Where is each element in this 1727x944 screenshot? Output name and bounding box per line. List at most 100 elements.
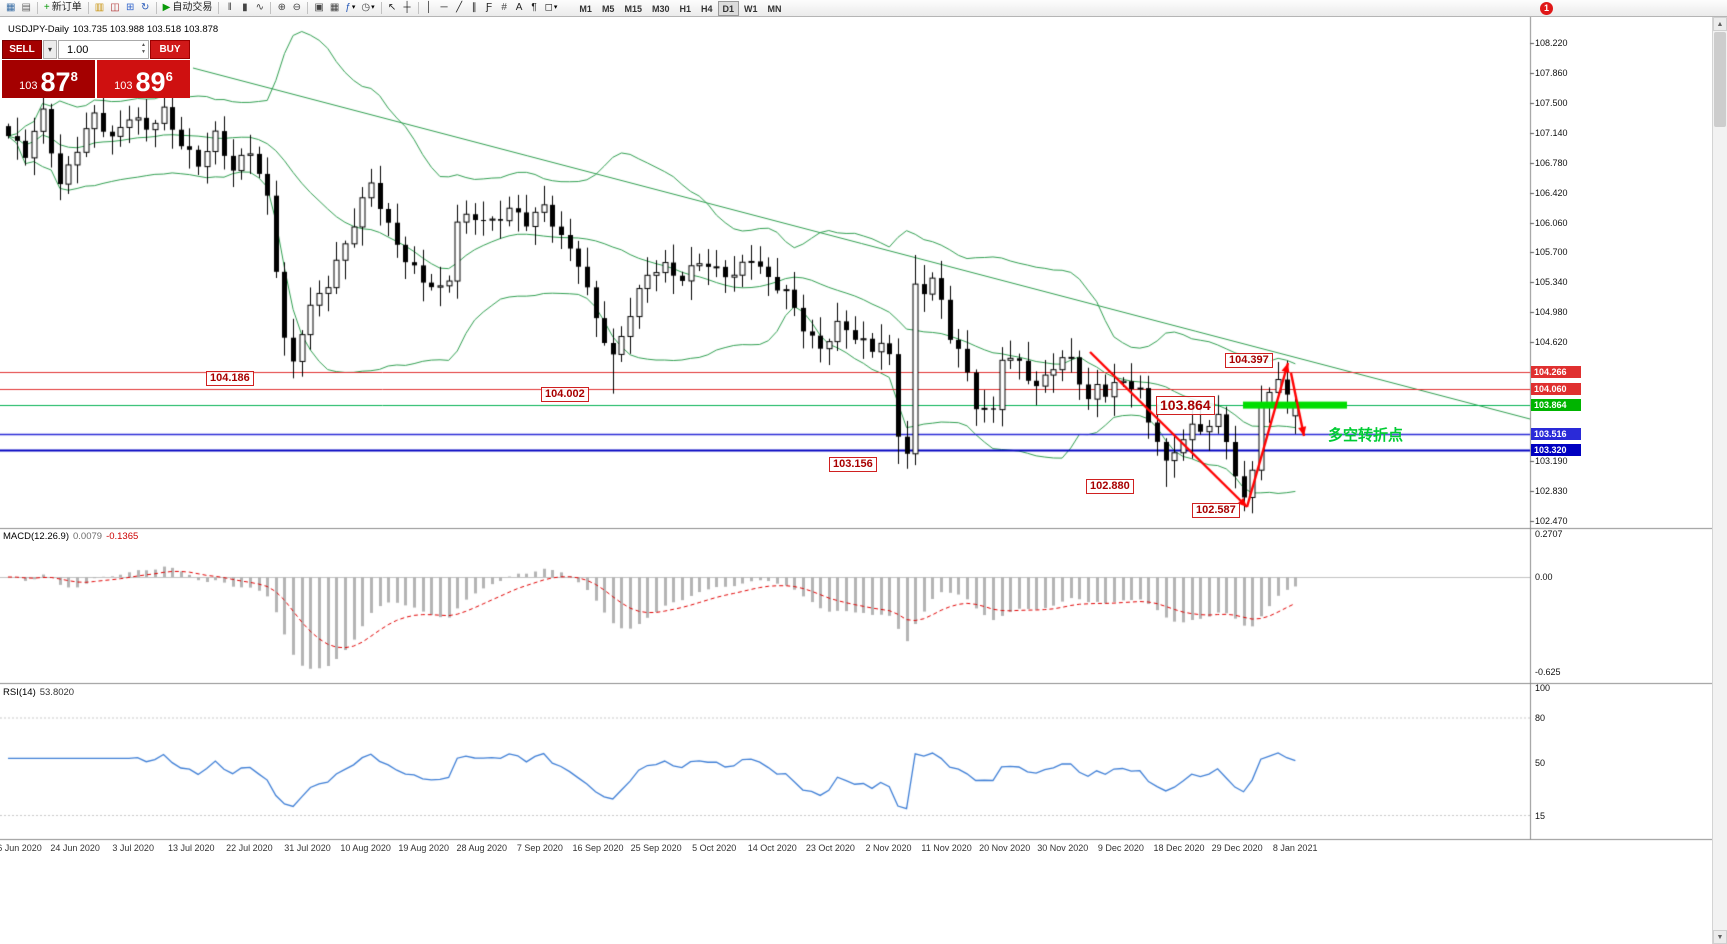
price-chart-canvas[interactable] bbox=[0, 17, 1712, 944]
text-button[interactable]: A bbox=[512, 1, 527, 16]
date-axis-label: 20 Nov 2020 bbox=[979, 843, 1031, 853]
macd-axis-label: 0.00 bbox=[1535, 572, 1553, 582]
zoom-in-button[interactable]: ⊕ bbox=[274, 1, 289, 16]
indicators-dropdown-arrow[interactable]: ▾ bbox=[351, 4, 356, 11]
volume-field[interactable]: 1.00 ▲ ▼ bbox=[58, 40, 149, 59]
rsi-axis-label: 50 bbox=[1535, 758, 1546, 768]
timeframe-m1-button[interactable]: M1 bbox=[579, 3, 592, 14]
indicators-button[interactable]: ƒ ▾ bbox=[342, 1, 358, 16]
toolbar-separator bbox=[307, 2, 309, 14]
date-axis-label: 19 Aug 2020 bbox=[398, 843, 449, 853]
candlestick-chart-button[interactable]: ▮ bbox=[237, 1, 252, 16]
timeframe-h4-button[interactable]: H4 bbox=[701, 3, 713, 14]
scrollbar-thumb[interactable] bbox=[1714, 32, 1726, 127]
zoom-out-button[interactable]: ⊖ bbox=[289, 1, 304, 16]
date-axis-label: 24 Jun 2020 bbox=[50, 843, 100, 853]
line-chart-button[interactable]: ∿ bbox=[252, 1, 267, 16]
vertical-line-button[interactable]: │ bbox=[422, 1, 437, 16]
swing-price-annotation: 102.587 bbox=[1192, 503, 1240, 518]
date-axis-label: 23 Oct 2020 bbox=[805, 843, 855, 853]
crosshair-button[interactable]: ┼ bbox=[400, 1, 415, 16]
volume-value[interactable]: 1.00 bbox=[67, 43, 89, 56]
market-watch-button[interactable]: ▥ bbox=[92, 1, 107, 16]
swing-price-annotation: 104.186 bbox=[206, 371, 254, 386]
refresh-button[interactable]: ↻ bbox=[138, 1, 153, 16]
volume-spinner[interactable]: ▲ ▼ bbox=[141, 42, 146, 56]
text-label-button[interactable]: ¶ bbox=[527, 1, 542, 16]
turning-point-annotation: 多空转折点 bbox=[1328, 427, 1404, 444]
bar-chart-button[interactable]: ‖ bbox=[222, 1, 237, 16]
toolbar-separator bbox=[218, 2, 220, 14]
spinner-down-icon[interactable]: ▼ bbox=[141, 49, 146, 55]
price-axis-tick: 106.780 bbox=[1535, 157, 1568, 168]
timeframe-h1-button[interactable]: H1 bbox=[679, 3, 691, 14]
toolbar-separator bbox=[380, 2, 382, 14]
grid-icon: # bbox=[501, 2, 507, 13]
navigator-button[interactable]: ⊞ bbox=[123, 1, 138, 16]
equidistant-channel-button[interactable]: ∥ bbox=[467, 1, 482, 16]
rsi-axis-label: 100 bbox=[1535, 683, 1551, 693]
tile-windows-button[interactable]: ▣ bbox=[311, 1, 326, 16]
sell-price-pip: 8 bbox=[70, 69, 78, 84]
horizontal-line-icon: ─ bbox=[440, 2, 448, 13]
periods-button[interactable]: ◷ ▾ bbox=[358, 1, 377, 16]
vertical-scrollbar[interactable]: ▲ ▼ bbox=[1712, 17, 1727, 944]
spinner-up-icon[interactable]: ▲ bbox=[141, 42, 146, 48]
chart-profiles-button[interactable]: ▤ bbox=[18, 1, 33, 16]
toolbar-separator bbox=[36, 2, 38, 14]
timeframe-mn-button[interactable]: MN bbox=[767, 3, 782, 14]
auto-arrange-button[interactable]: ▦ bbox=[327, 1, 342, 16]
rsi-value: 53.8020 bbox=[39, 687, 75, 698]
new-chart-button[interactable]: ▦ bbox=[3, 1, 18, 16]
timeframe-m15-button[interactable]: M15 bbox=[624, 3, 642, 14]
trade-options-dropdown[interactable]: ▾ bbox=[43, 40, 57, 59]
candlestick-chart-icon: ▮ bbox=[242, 2, 248, 13]
scroll-up-button[interactable]: ▲ bbox=[1713, 17, 1727, 31]
price-axis-tick: 102.470 bbox=[1535, 515, 1568, 526]
scroll-down-button[interactable]: ▼ bbox=[1713, 930, 1727, 944]
data-window-button[interactable]: ◫ bbox=[107, 1, 122, 16]
trendline-button[interactable]: ╱ bbox=[452, 1, 467, 16]
text-icon: A bbox=[515, 2, 523, 13]
price-axis-tick: 105.340 bbox=[1535, 277, 1568, 288]
timeframe-m5-button[interactable]: M5 bbox=[601, 3, 615, 14]
rsi-name: RSI(14) bbox=[3, 687, 36, 698]
macd-name: MACD(12.26.9) bbox=[3, 531, 69, 542]
sell-button[interactable]: SELL bbox=[2, 40, 42, 59]
swing-price-annotation: 103.864 bbox=[1156, 396, 1215, 415]
shapes-button[interactable]: ◻ ▾ bbox=[542, 1, 561, 16]
date-axis-label: 13 Jul 2020 bbox=[168, 843, 215, 853]
zoom-out-icon: ⊖ bbox=[292, 2, 302, 13]
data-window-icon: ◫ bbox=[110, 2, 120, 13]
date-axis-label: 14 Oct 2020 bbox=[747, 843, 797, 853]
buy-price-button[interactable]: 103 89 6 bbox=[97, 60, 190, 98]
macd-axis-label: 0.2707 bbox=[1535, 529, 1563, 539]
timeframe-d1-button[interactable]: D1 bbox=[717, 0, 740, 16]
cursor-icon: ↖ bbox=[387, 2, 397, 13]
fibonacci-button[interactable]: Ƒ bbox=[482, 1, 497, 16]
timeframe-m30-button[interactable]: M30 bbox=[651, 3, 670, 14]
buy-button[interactable]: BUY bbox=[150, 40, 190, 59]
shapes-dropdown-arrow[interactable]: ▾ bbox=[553, 4, 558, 11]
timeframe-w1-button[interactable]: W1 bbox=[744, 3, 758, 14]
periods-dropdown-arrow[interactable]: ▾ bbox=[371, 4, 375, 11]
tile-windows-icon: ▣ bbox=[314, 2, 324, 13]
date-axis-label: 2 Nov 2020 bbox=[865, 843, 912, 853]
new-chart-icon: ▦ bbox=[6, 2, 16, 13]
date-axis-label: 5 Oct 2020 bbox=[692, 843, 737, 853]
sell-price-button[interactable]: 103 87 8 bbox=[2, 60, 95, 98]
toolbar-separator bbox=[270, 2, 272, 14]
new-order-button[interactable]: + 新订单 bbox=[41, 1, 85, 16]
price-level-tag: 104.060 bbox=[1531, 382, 1581, 395]
date-axis-label: 22 Jul 2020 bbox=[226, 843, 273, 853]
grid-button[interactable]: # bbox=[497, 1, 512, 16]
date-axis-label: 25 Sep 2020 bbox=[630, 843, 682, 853]
chart-profiles-icon: ▤ bbox=[21, 2, 31, 13]
zoom-in-icon: ⊕ bbox=[277, 2, 287, 13]
periods-icon: ◷ bbox=[361, 2, 371, 13]
notification-badge[interactable]: 1 bbox=[1540, 2, 1553, 15]
cursor-button[interactable]: ↖ bbox=[385, 1, 400, 16]
new-order-label: 新订单 bbox=[51, 2, 82, 13]
horizontal-line-button[interactable]: ─ bbox=[437, 1, 452, 16]
autotrade-button[interactable]: ▶ 自动交易 bbox=[160, 1, 216, 16]
